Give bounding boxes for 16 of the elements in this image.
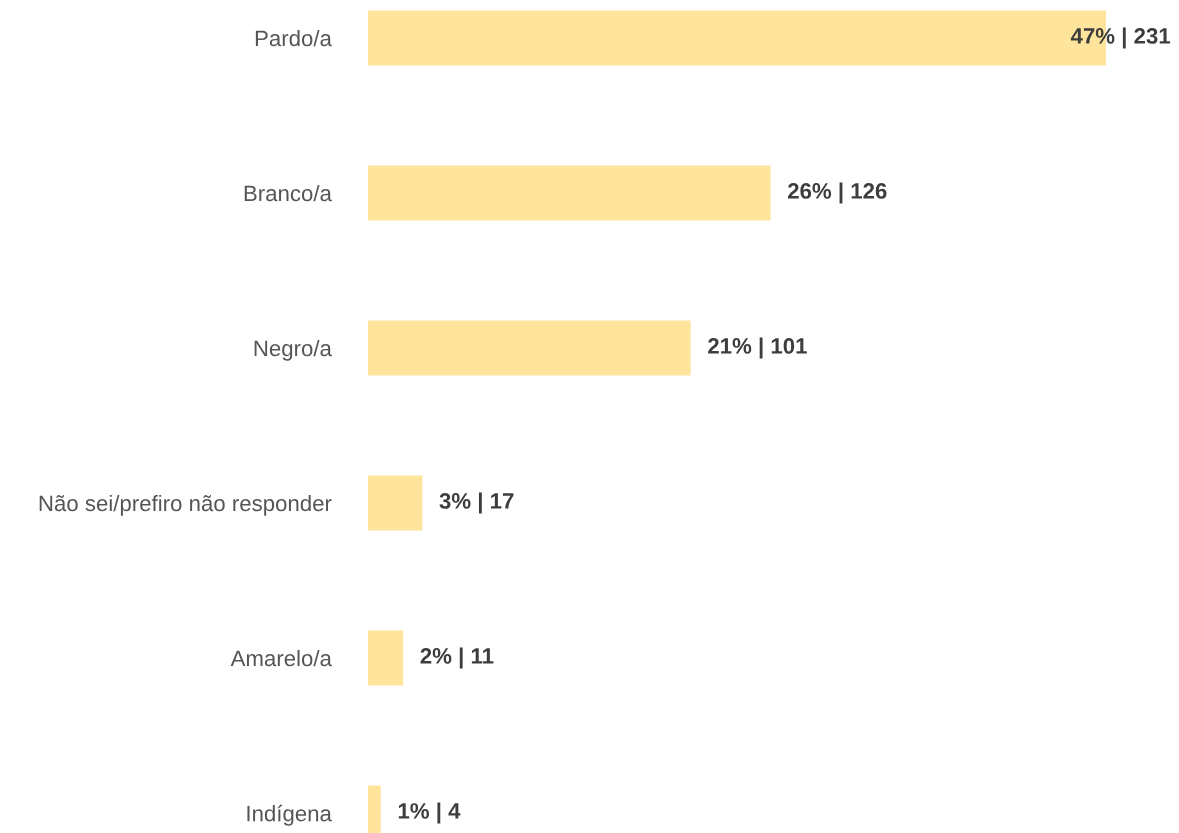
data-label: 47% | 231 xyxy=(1070,27,1171,49)
data-label: 1% | 4 xyxy=(398,802,461,824)
bar xyxy=(368,475,423,531)
y-tick-label: Branco/a xyxy=(244,184,332,202)
y-tick-label: Indígena xyxy=(247,804,332,826)
y-tick-label: Não sei/prefiro não responder xyxy=(39,494,332,516)
data-label: 3% | 17 xyxy=(439,492,514,514)
bar xyxy=(368,165,771,221)
bar xyxy=(368,320,691,376)
bar xyxy=(368,630,404,686)
data-label: 26% | 126 xyxy=(787,182,887,204)
data-label: 2% | 11 xyxy=(420,647,494,669)
data-label: 21% | 101 xyxy=(708,337,807,359)
y-tick-label: Pardo/a xyxy=(255,29,332,47)
y-tick-label: Amarelo/a xyxy=(230,649,332,667)
y-tick-label: Negro/a xyxy=(254,339,332,361)
